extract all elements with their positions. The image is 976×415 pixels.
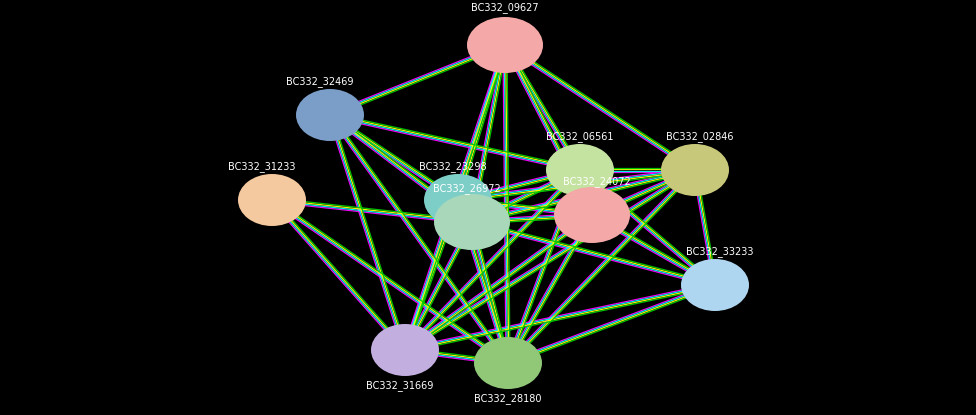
Ellipse shape — [554, 187, 630, 243]
Text: BC332_02846: BC332_02846 — [667, 131, 734, 142]
Ellipse shape — [371, 324, 439, 376]
Ellipse shape — [661, 144, 729, 196]
Text: BC332_31669: BC332_31669 — [366, 380, 433, 391]
Ellipse shape — [467, 17, 543, 73]
Text: BC332_28180: BC332_28180 — [474, 393, 542, 404]
Ellipse shape — [546, 144, 614, 196]
Text: BC332_23298: BC332_23298 — [419, 161, 487, 172]
Text: BC332_06561: BC332_06561 — [547, 131, 614, 142]
Ellipse shape — [424, 174, 492, 226]
Text: BC332_26972: BC332_26972 — [433, 183, 501, 194]
Text: BC332_09627: BC332_09627 — [471, 2, 539, 13]
Ellipse shape — [474, 337, 542, 389]
Text: BC332_32469: BC332_32469 — [286, 76, 353, 87]
Ellipse shape — [238, 174, 306, 226]
Ellipse shape — [296, 89, 364, 141]
Text: BC332_31233: BC332_31233 — [228, 161, 296, 172]
Ellipse shape — [681, 259, 749, 311]
Text: BC332_33233: BC332_33233 — [686, 246, 753, 257]
Text: BC332_24072: BC332_24072 — [563, 176, 630, 187]
Ellipse shape — [434, 194, 510, 250]
